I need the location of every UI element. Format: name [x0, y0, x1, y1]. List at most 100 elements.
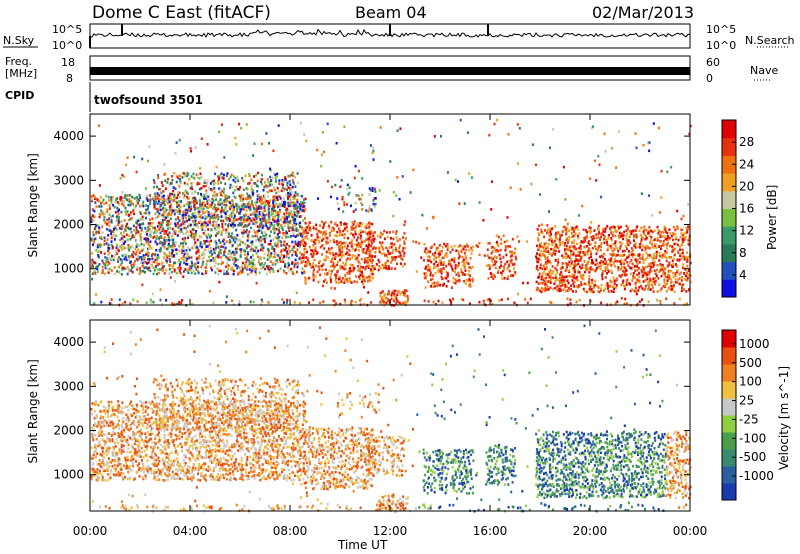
range-cell — [276, 233, 279, 236]
range-cell — [354, 254, 357, 258]
range-cell — [433, 243, 436, 246]
range-cell — [632, 229, 635, 232]
range-cell — [214, 240, 217, 243]
range-cell — [218, 130, 221, 134]
range-cell — [322, 263, 325, 266]
range-cell — [604, 258, 606, 261]
range-cell — [621, 261, 624, 265]
range-cell — [201, 228, 204, 232]
range-cell — [291, 270, 294, 273]
range-cell — [623, 284, 626, 288]
range-cell — [236, 247, 239, 251]
range-cell — [264, 221, 267, 225]
range-cell — [509, 255, 512, 258]
range-cell — [361, 203, 364, 207]
range-cell — [548, 275, 551, 279]
range-cell — [99, 245, 102, 249]
range-cell — [546, 231, 548, 235]
y-tick-label: 1000 — [53, 262, 84, 276]
range-cell — [280, 201, 283, 205]
range-cell — [189, 218, 192, 221]
range-cell — [95, 265, 98, 269]
range-cell — [164, 179, 167, 182]
range-cell — [650, 269, 653, 273]
range-cell — [322, 224, 325, 228]
range-cell — [168, 200, 171, 203]
range-cell — [169, 260, 172, 264]
range-cell — [168, 231, 171, 235]
range-cell — [264, 200, 267, 203]
range-cell — [154, 192, 156, 196]
range-cell — [258, 226, 261, 229]
range-cell — [94, 237, 97, 241]
range-cell — [131, 236, 134, 239]
range-cell — [139, 234, 141, 238]
range-cell — [113, 233, 115, 236]
range-cell — [255, 239, 258, 242]
range-cell — [205, 271, 208, 275]
range-cell — [595, 252, 598, 255]
range-cell — [193, 263, 196, 266]
range-cell — [278, 226, 281, 229]
range-cell — [619, 275, 622, 278]
range-cell — [281, 228, 284, 231]
range-cell — [145, 208, 148, 212]
range-cell — [198, 207, 201, 211]
range-cell — [507, 267, 509, 271]
range-cell — [211, 180, 214, 183]
range-cell — [597, 265, 600, 268]
range-cell — [189, 223, 192, 227]
range-cell — [247, 195, 250, 198]
range-cell — [272, 238, 275, 241]
range-cell — [353, 267, 356, 270]
range-cell — [141, 218, 144, 221]
range-cell — [209, 246, 212, 250]
range-cell — [212, 199, 215, 202]
range-cell — [158, 262, 161, 266]
range-cell — [120, 259, 123, 262]
range-cell — [217, 254, 220, 257]
range-cell — [192, 211, 195, 215]
range-cell — [461, 273, 464, 277]
range-cell — [230, 173, 233, 177]
range-cell — [504, 262, 507, 266]
range-cell — [371, 151, 374, 155]
range-cell — [686, 230, 689, 234]
range-cell — [570, 232, 573, 235]
range-cell — [680, 279, 683, 282]
range-cell — [605, 238, 608, 242]
range-cell — [357, 169, 360, 173]
range-cell — [290, 210, 293, 213]
range-cell — [645, 234, 647, 238]
range-cell — [587, 239, 590, 243]
range-cell — [273, 231, 276, 235]
range-cell — [336, 234, 338, 238]
range-cell — [642, 261, 645, 264]
range-cell — [102, 270, 104, 273]
range-cell — [292, 234, 295, 237]
range-cell — [162, 190, 165, 193]
range-cell — [153, 226, 156, 230]
range-cell — [364, 257, 367, 260]
range-cell — [214, 271, 217, 274]
range-cell — [462, 272, 465, 275]
range-cell — [258, 199, 261, 203]
range-cell — [216, 193, 219, 196]
range-cell — [120, 246, 123, 249]
range-cell — [256, 197, 259, 201]
range-cell — [191, 236, 194, 239]
range-cell — [110, 240, 113, 243]
range-cell — [209, 205, 212, 208]
range-cell — [609, 285, 612, 288]
range-cell — [581, 241, 584, 244]
range-cell — [655, 268, 658, 272]
range-cell — [263, 216, 266, 220]
range-cell — [430, 285, 432, 288]
range-cell — [674, 263, 677, 266]
range-cell — [288, 229, 291, 232]
range-cell — [358, 233, 361, 236]
range-cell — [626, 302, 629, 305]
range-cell — [281, 215, 284, 219]
range-cell — [655, 254, 658, 257]
range-cell — [435, 256, 438, 260]
